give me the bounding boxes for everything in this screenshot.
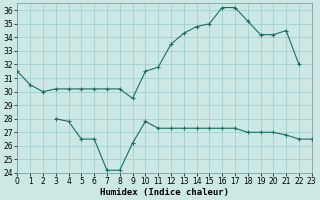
X-axis label: Humidex (Indice chaleur): Humidex (Indice chaleur) <box>100 188 229 197</box>
